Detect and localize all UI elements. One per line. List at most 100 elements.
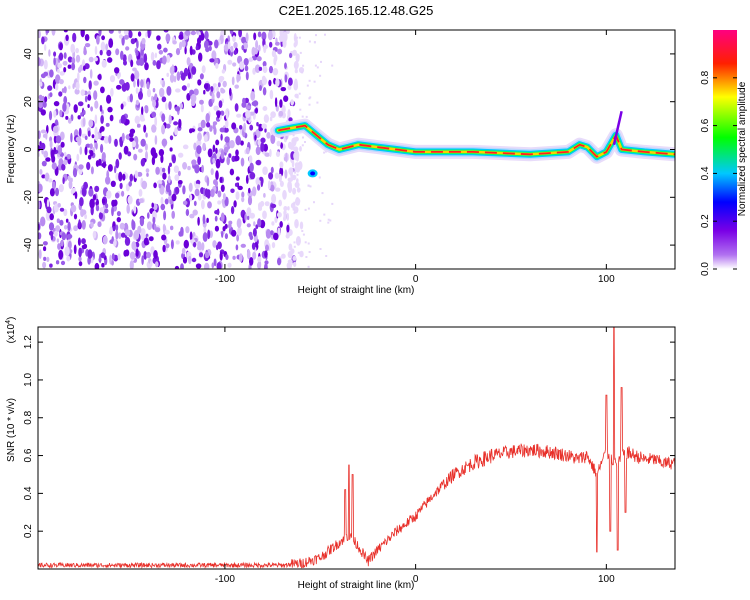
noise-speckle <box>161 234 167 241</box>
noise-speckle <box>78 256 82 262</box>
noise-speckle <box>160 79 163 85</box>
noise-speckle <box>316 101 319 104</box>
tick-label: -100 <box>215 574 235 585</box>
noise-speckle <box>277 48 283 55</box>
heatmap-ridge <box>271 110 675 178</box>
noise-speckle <box>91 134 95 139</box>
noise-speckle <box>214 225 219 232</box>
noise-speckle <box>229 87 232 97</box>
noise-speckle <box>302 64 305 67</box>
noise-speckle <box>104 208 109 214</box>
noise-speckle <box>153 182 157 189</box>
noise-speckle <box>128 30 133 39</box>
noise-speckle <box>137 31 142 37</box>
noise-speckle <box>103 136 109 144</box>
noise-speckle <box>229 30 234 35</box>
noise-speckle <box>245 110 251 119</box>
noise-speckle <box>297 162 300 165</box>
noise-speckle <box>109 114 114 122</box>
noise-speckle <box>301 115 304 118</box>
noise-speckle <box>90 221 94 228</box>
noise-speckle <box>207 148 213 158</box>
noise-speckle <box>118 34 123 39</box>
noise-speckle <box>100 252 106 259</box>
noise-speckle <box>100 143 104 153</box>
noise-speckle <box>211 92 215 100</box>
noise-speckle <box>42 101 47 108</box>
noise-speckle <box>248 187 251 194</box>
noise-speckle <box>111 206 114 217</box>
noise-speckle <box>249 162 254 173</box>
noise-speckle <box>152 60 157 66</box>
noise-speckle <box>52 125 59 133</box>
noise-speckle <box>154 93 158 101</box>
noise-speckle <box>62 102 67 112</box>
noise-speckle <box>153 223 157 231</box>
noise-speckle <box>183 67 189 77</box>
noise-speckle <box>128 132 134 138</box>
noise-speckle <box>193 200 197 207</box>
top-x-axis-label: Height of straight line (km) <box>298 285 415 296</box>
noise-speckle <box>94 185 100 193</box>
noise-speckle <box>241 36 247 44</box>
noise-speckle <box>284 169 288 179</box>
noise-speckle <box>295 53 300 63</box>
noise-speckle <box>154 135 158 145</box>
noise-speckle <box>160 203 166 211</box>
noise-speckle <box>208 45 212 52</box>
noise-speckle <box>292 49 297 56</box>
noise-speckle <box>158 183 162 189</box>
noise-speckle <box>292 175 295 178</box>
noise-speckle <box>292 256 297 261</box>
noise-speckle <box>203 134 208 143</box>
noise-speckle <box>172 40 177 45</box>
noise-speckle <box>232 62 237 67</box>
noise-speckle <box>88 56 94 63</box>
noise-speckle <box>158 50 164 55</box>
tick-label: 0.4 <box>23 486 34 500</box>
noise-speckle <box>240 243 246 248</box>
noise-speckle <box>78 127 82 137</box>
noise-speckle <box>258 44 261 52</box>
noise-speckle <box>189 194 193 202</box>
noise-speckle <box>288 77 293 86</box>
noise-speckle <box>41 36 45 45</box>
noise-speckle <box>101 152 106 161</box>
noise-speckle <box>129 260 134 269</box>
noise-speckle <box>194 164 200 174</box>
noise-speckle <box>72 167 78 178</box>
noise-speckle <box>231 76 235 86</box>
noise-speckle <box>264 263 268 269</box>
noise-speckle <box>74 191 78 200</box>
noise-speckle <box>298 36 301 39</box>
tick-label: 0 <box>413 574 419 585</box>
noise-speckle <box>143 53 148 64</box>
noise-speckle <box>70 189 74 195</box>
ridge-core <box>278 124 675 158</box>
noise-speckle <box>95 204 100 212</box>
noise-speckle <box>146 88 152 98</box>
noise-speckle <box>43 256 47 261</box>
noise-speckle <box>56 238 60 243</box>
noise-speckle <box>228 153 232 159</box>
noise-speckle <box>241 101 247 108</box>
noise-speckle <box>270 230 274 236</box>
noise-speckle <box>116 217 122 223</box>
noise-speckle <box>293 146 299 152</box>
noise-speckle <box>53 230 58 237</box>
noise-speckle <box>169 73 175 83</box>
noise-speckle <box>177 170 181 177</box>
noise-speckle <box>38 183 43 193</box>
noise-speckle <box>309 185 312 188</box>
noise-speckle <box>63 208 68 217</box>
noise-speckle <box>80 208 85 218</box>
noise-speckle <box>307 207 310 210</box>
noise-speckle <box>63 96 68 105</box>
noise-speckle <box>262 166 268 175</box>
ridge-blob <box>310 171 316 176</box>
noise-speckle <box>86 161 91 171</box>
noise-speckle <box>121 36 125 46</box>
noise-speckle <box>38 30 41 39</box>
noise-speckle <box>249 257 254 266</box>
noise-speckle <box>178 118 182 129</box>
